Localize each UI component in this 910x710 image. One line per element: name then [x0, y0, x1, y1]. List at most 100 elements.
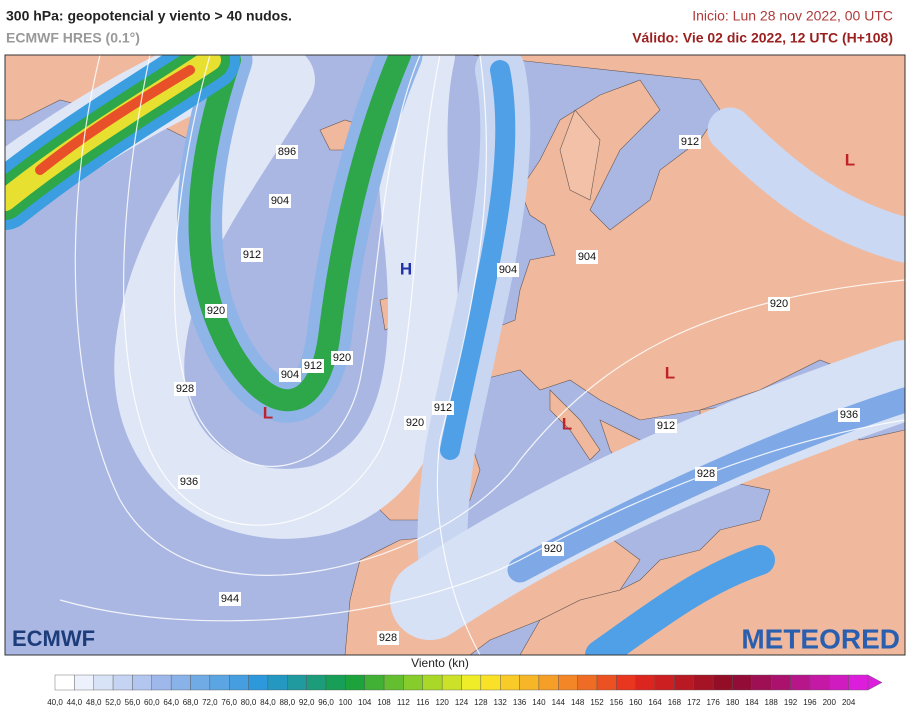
- colorbar-tick-label: 136: [513, 698, 527, 707]
- colorbar-cell: [364, 674, 385, 691]
- colorbar-cell: [93, 674, 114, 691]
- meteored-logo: METEORED: [741, 623, 900, 654]
- contour-label: 912: [681, 136, 699, 148]
- subtitle: ECMWF HRES (0.1°): [6, 30, 140, 46]
- init-time: Inicio: Lun 28 nov 2022, 00 UTC: [692, 8, 893, 24]
- colorbar: 40,0 44,0 48,0 52,0 56,0 60,0 64,0 68,0 72,0 76,0…: [47, 674, 883, 707]
- colorbar-tick-label: 68,0: [183, 698, 199, 707]
- colorbar-tick-label: 144: [552, 698, 566, 707]
- title: 300 hPa: geopotencial y viento > 40 nudo…: [6, 8, 292, 24]
- contour-label: 896: [278, 146, 296, 158]
- colorbar-cell: [306, 674, 327, 691]
- label-bg: [331, 351, 353, 365]
- colorbar-cell: [422, 674, 443, 691]
- colorbar-tick-label: 108: [377, 698, 391, 707]
- contour-label: 920: [770, 298, 788, 310]
- contour-label: 928: [379, 632, 397, 644]
- contour-label: 912: [243, 249, 261, 261]
- colorbar-tick-label: 196: [803, 698, 817, 707]
- colorbar-cell: [287, 674, 307, 691]
- colorbar-tick-label: 156: [610, 698, 624, 707]
- pressure-center: L: [562, 414, 572, 433]
- label-bg: [269, 194, 291, 208]
- label-bg: [679, 135, 701, 149]
- colorbar-tick-label: 100: [339, 698, 353, 707]
- colorbar-tick-label: 152: [590, 698, 604, 707]
- contour-label: 904: [271, 195, 289, 207]
- colorbar-tick-label: 172: [687, 698, 701, 707]
- colorbar-cell: [693, 674, 714, 691]
- label-bg: [178, 475, 200, 489]
- colorbar-label: Viento (kn): [411, 656, 469, 670]
- label-bg: [174, 382, 196, 396]
- colorbar-cell: [809, 674, 830, 691]
- contour-label: 928: [697, 468, 715, 480]
- colorbar-tick-label: 184: [745, 698, 759, 707]
- label-bg: [497, 263, 519, 277]
- colorbar-cell: [848, 674, 869, 691]
- colorbar-tick-label: 72,0: [202, 698, 218, 707]
- colorbar-cell: [229, 674, 249, 691]
- label-bg: [205, 304, 227, 318]
- label-bg: [279, 368, 301, 382]
- label-bg: [241, 248, 263, 262]
- colorbar-tick-label: 64,0: [163, 698, 179, 707]
- colorbar-tick-label: 148: [571, 698, 585, 707]
- colorbar-tick-label: 88,0: [279, 698, 295, 707]
- colorbar-cell: [790, 674, 811, 691]
- colorbar-cell: [829, 674, 849, 691]
- colorbar-cell: [616, 674, 636, 691]
- map: 896 904 912 920 928 936 944 904 912 920 920 912 904 9…: [5, 55, 905, 655]
- colorbar-cell: [132, 674, 152, 691]
- colorbar-cell: [151, 674, 172, 691]
- contour-labels: 896 904 912 920 928 936 944 904 912 920 920 912 904 9…: [174, 135, 860, 645]
- colorbar-cell: [751, 674, 772, 691]
- colorbar-cell: [654, 674, 675, 691]
- colorbar-tick-label: 104: [358, 698, 372, 707]
- label-bg: [768, 297, 790, 311]
- colorbar-tick-label: 84,0: [260, 698, 276, 707]
- contour-label: 912: [304, 360, 322, 372]
- colorbar-tick-label: 176: [706, 698, 720, 707]
- colorbar-cell: [190, 674, 211, 691]
- colorbar-cell: [461, 674, 482, 691]
- colorbar-tick-label: 96,0: [318, 698, 334, 707]
- pressure-center: L: [845, 150, 855, 169]
- colorbar-tick-label: 160: [629, 698, 643, 707]
- colorbar-cell: [732, 674, 753, 691]
- colorbar-tick-label: 76,0: [221, 698, 237, 707]
- colorbar-cell: [248, 674, 269, 691]
- colorbar-arrow: [867, 674, 883, 691]
- colorbar-tick-label: 56,0: [125, 698, 141, 707]
- colorbar-cell: [325, 674, 346, 691]
- label-bg: [276, 145, 298, 159]
- isohypses: [59, 55, 905, 655]
- colorbar-cell: [674, 674, 694, 691]
- contour-label: 920: [333, 352, 351, 364]
- colorbar-tick-label: 116: [416, 698, 429, 707]
- colorbar-cell: [712, 674, 733, 691]
- label-bg: [219, 592, 241, 606]
- colorbar-cell: [771, 674, 791, 691]
- label-bg: [377, 631, 399, 645]
- colorbar-tick-label: 40,0: [47, 698, 63, 707]
- colorbar-tick-label: 200: [823, 698, 837, 707]
- colorbar-tick-label: 180: [726, 698, 740, 707]
- colorbar-cell: [500, 674, 520, 691]
- colorbar-tick-label: 132: [494, 698, 508, 707]
- colorbar-cell: [538, 674, 559, 691]
- pressure-center: L: [665, 363, 675, 382]
- colorbar-tick-label: 48,0: [86, 698, 102, 707]
- label-bg: [655, 419, 677, 433]
- colorbar-cell: [596, 674, 617, 691]
- colorbar-tick-label: 128: [474, 698, 488, 707]
- colorbar-cell: [577, 674, 598, 691]
- colorbar-tick-label: 60,0: [144, 698, 160, 707]
- label-bg: [302, 359, 324, 373]
- colorbar-tick-label: 124: [455, 698, 469, 707]
- colorbar-cell: [54, 674, 75, 691]
- colorbar-tick-label: 204: [842, 698, 856, 707]
- contour-label: 904: [578, 251, 596, 263]
- colorbar-cell: [209, 674, 230, 691]
- colorbar-tick-label: 92,0: [299, 698, 315, 707]
